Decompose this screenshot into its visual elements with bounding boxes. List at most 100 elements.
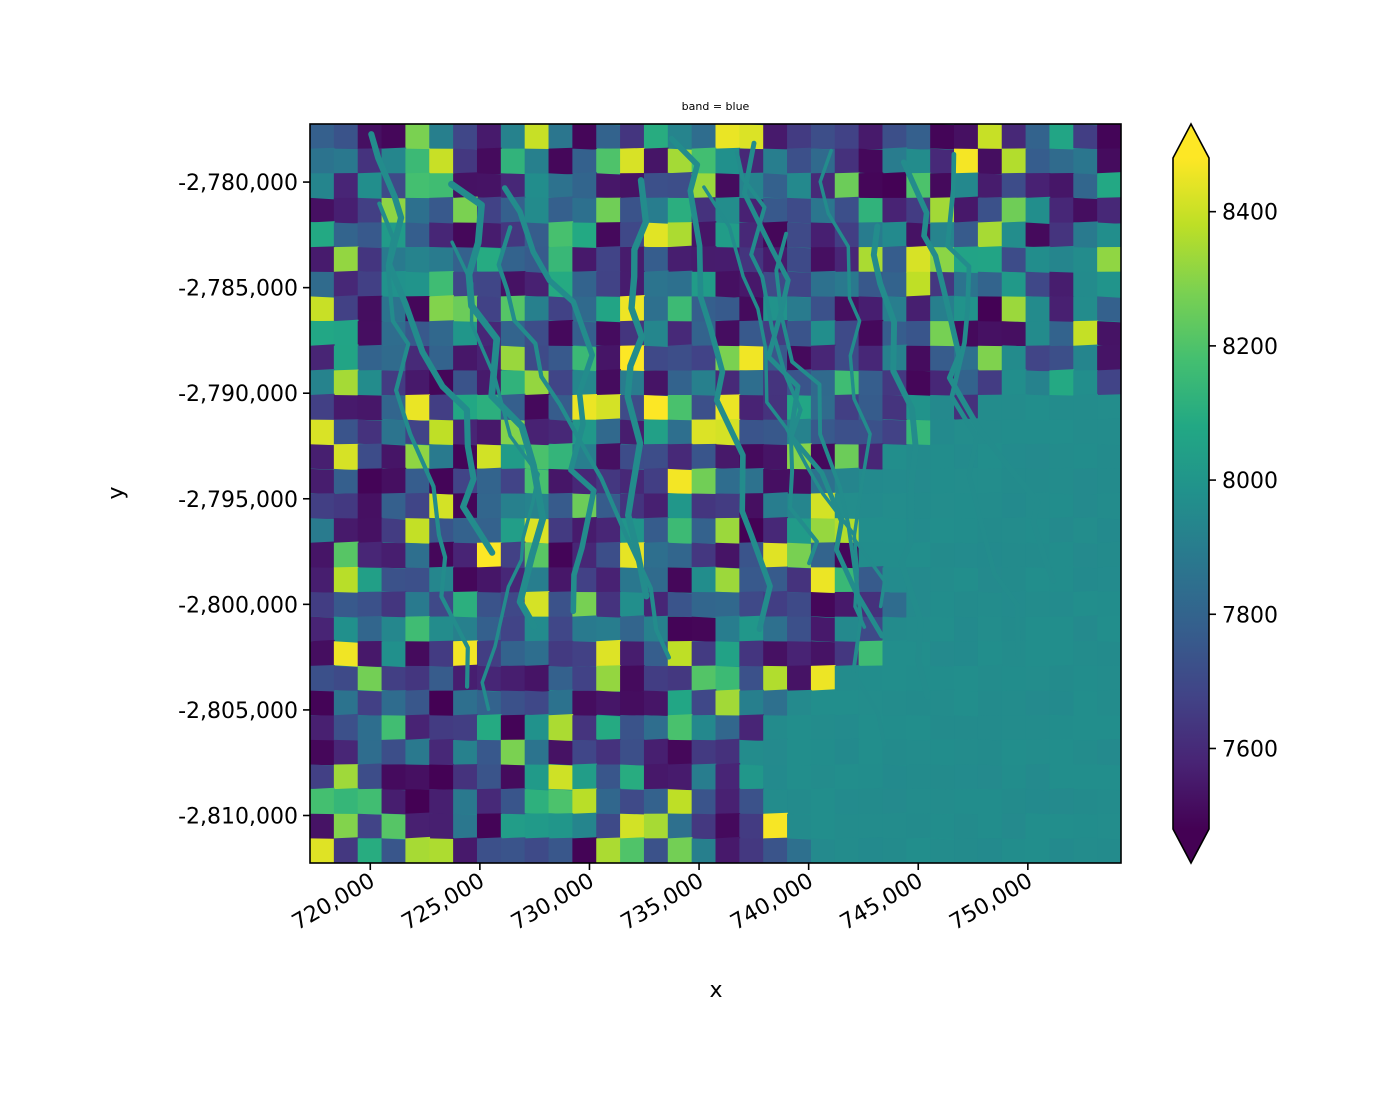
raster-cell	[1073, 590, 1098, 619]
raster-cell	[954, 518, 979, 544]
raster-cell	[667, 813, 693, 840]
raster-cell	[1049, 565, 1075, 595]
raster-cell	[476, 247, 502, 273]
raster-cell	[310, 173, 335, 199]
raster-cell	[882, 812, 908, 841]
raster-cell	[500, 345, 526, 372]
raster-cell	[310, 739, 335, 766]
raster-cell	[787, 739, 812, 766]
raster-cell	[1097, 789, 1121, 815]
raster-cell	[739, 370, 765, 397]
raster-cell	[429, 838, 454, 863]
raster-cell	[572, 837, 598, 863]
raster-cell	[810, 787, 836, 816]
raster-cell	[476, 665, 502, 692]
raster-cell	[1049, 690, 1075, 716]
x-tick-label: 740,000	[726, 869, 817, 936]
raster-channel	[496, 225, 672, 660]
raster-cell	[524, 664, 550, 693]
raster-cell	[1049, 516, 1075, 545]
raster-cell	[906, 813, 931, 840]
raster-cell	[667, 567, 693, 593]
raster-cell	[715, 296, 741, 322]
raster-cell	[954, 148, 979, 175]
raster-cell	[787, 813, 812, 840]
raster-cell	[667, 344, 693, 373]
raster-cell	[381, 665, 407, 692]
raster-cell	[858, 541, 884, 570]
raster-cell	[715, 592, 741, 618]
raster-cell	[476, 714, 502, 742]
raster-cell	[1073, 247, 1098, 273]
raster-cell	[548, 196, 574, 225]
raster-channel	[734, 150, 819, 566]
colorbar-ticks: 7600 7800 8000 8200 8400	[1209, 201, 1278, 762]
raster-cell	[787, 689, 812, 717]
raster-cell	[500, 124, 526, 150]
raster-cell	[882, 221, 908, 249]
raster-cell	[715, 124, 741, 150]
raster-cell	[572, 812, 598, 841]
raster-cell	[405, 271, 431, 298]
raster-cell	[310, 690, 335, 716]
raster-cell	[453, 370, 478, 396]
raster-cell	[333, 665, 359, 692]
raster-cell	[381, 147, 407, 176]
raster-cell	[667, 592, 693, 618]
raster-cell	[333, 566, 359, 594]
raster-cell	[834, 591, 860, 618]
raster-cell	[643, 541, 669, 570]
raster-cell	[763, 517, 788, 545]
raster-cell	[1025, 345, 1051, 372]
raster-cell	[787, 641, 812, 667]
raster-cell	[548, 813, 574, 840]
raster-cell	[476, 788, 502, 816]
raster-cell	[1049, 764, 1075, 791]
raster-cell	[906, 788, 931, 816]
raster-channel	[774, 231, 887, 747]
raster-cell	[1073, 221, 1098, 250]
raster-cell	[548, 542, 574, 569]
raster-cell	[643, 419, 669, 446]
chart-title: band = blue	[682, 100, 750, 113]
raster-cell	[357, 468, 383, 495]
raster-cell	[1073, 370, 1098, 396]
raster-cell	[1001, 468, 1027, 495]
raster-cell	[1097, 148, 1121, 175]
raster-cell	[667, 270, 693, 299]
raster-cell	[643, 246, 669, 273]
raster-cell	[739, 124, 765, 150]
raster-cell	[453, 616, 478, 643]
raster-cell	[667, 689, 693, 717]
raster-cell	[548, 468, 574, 495]
raster-cell	[977, 764, 1003, 790]
raster-cell	[357, 493, 383, 520]
raster-cell	[548, 640, 574, 668]
y-tick-label: -2,785,000	[178, 277, 298, 302]
raster-cell	[1001, 715, 1027, 741]
raster-cell	[429, 813, 454, 840]
raster-cell	[810, 714, 836, 742]
raster-cell	[1049, 369, 1075, 397]
raster-cell	[930, 616, 955, 643]
raster-cell	[858, 197, 884, 224]
raster-cell	[548, 713, 574, 742]
raster-cell	[357, 222, 383, 249]
raster-cell	[834, 813, 860, 840]
raster-cell	[333, 173, 359, 199]
raster-cell	[691, 345, 717, 372]
raster-cell	[333, 541, 359, 570]
raster-cell	[596, 124, 621, 150]
raster-cell	[810, 592, 836, 618]
raster-cell	[1097, 246, 1121, 273]
raster-cell	[977, 221, 1003, 250]
raster-cell	[405, 641, 431, 667]
raster-cell	[810, 641, 836, 667]
raster-cell	[310, 616, 335, 643]
raster-cell	[787, 567, 812, 593]
raster-cell	[810, 344, 836, 373]
raster-cell	[1025, 148, 1051, 175]
raster-cell	[405, 148, 431, 175]
raster-cell	[810, 270, 836, 299]
raster-channel	[624, 177, 650, 600]
